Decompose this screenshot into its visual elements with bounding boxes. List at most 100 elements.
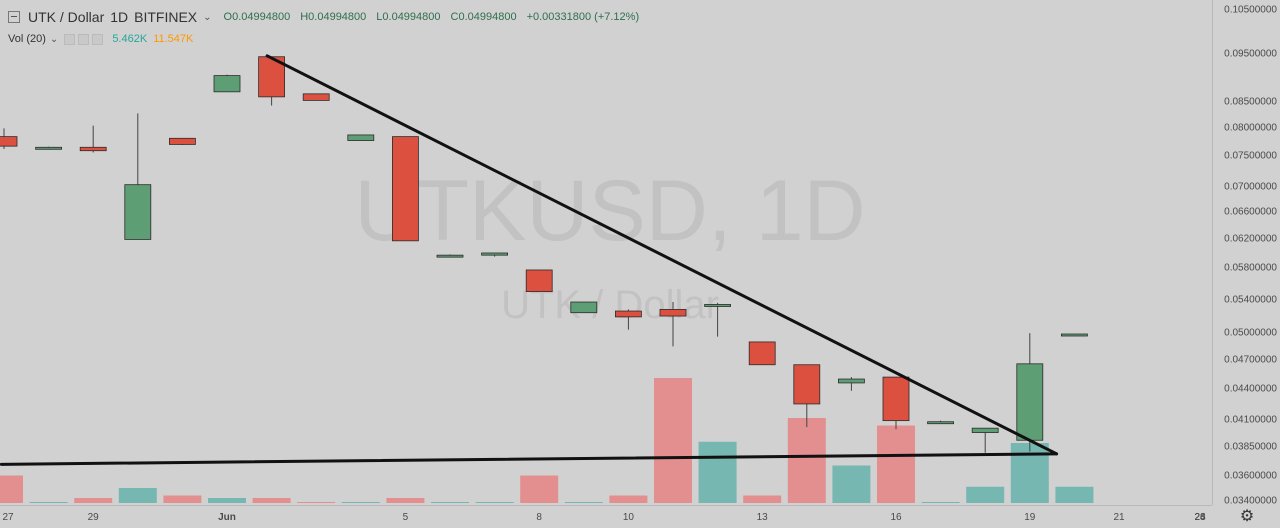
- candle-body: [525, 269, 553, 293]
- candle: [302, 93, 330, 101]
- change-value: +0.00331800 (+7.12%): [526, 11, 640, 23]
- price-tick-label: 0.04700000: [1224, 354, 1277, 366]
- price-axis[interactable]: 0.10500000 0.09500000 0.08500000 0.08000000…: [1212, 0, 1280, 507]
- volume-bar: [163, 495, 202, 503]
- time-tick-label: 10: [622, 512, 634, 523]
- time-tick-label: 26: [1194, 512, 1206, 523]
- candle-body: [570, 301, 598, 314]
- time-tick-label: 8: [536, 512, 542, 523]
- candle: [258, 56, 286, 106]
- volume-bar: [877, 425, 915, 503]
- price-tick-label: 0.04100000: [1224, 414, 1277, 426]
- volume-bar: [297, 502, 336, 503]
- interval-label[interactable]: 1D: [110, 9, 129, 25]
- collapse-icon[interactable]: [8, 11, 20, 23]
- eye-icon[interactable]: [64, 33, 76, 45]
- volume-bar: [252, 498, 291, 503]
- price-tick-label: 0.09500000: [1224, 48, 1277, 59]
- volume-bar: [921, 502, 960, 503]
- volume-bar: [74, 498, 113, 503]
- candle-body: [971, 427, 999, 433]
- time-tick-label: 28: [1194, 512, 1206, 523]
- price-tick-label: 0.05000000: [1224, 327, 1277, 339]
- candle-body: [615, 310, 642, 318]
- volume-value: 5.462K: [112, 33, 148, 45]
- candle-body: [213, 75, 241, 93]
- plot-area[interactable]: UTKUSD, 1D UTK / Dollar: [0, 0, 1212, 505]
- time-axis[interactable]: 27 29 Jun 5 8 10 13 16 19 21 24 26 28: [0, 505, 1212, 528]
- volume-bar: [787, 418, 826, 503]
- exchange-label[interactable]: BITFINEX: [134, 9, 198, 25]
- symbol-label[interactable]: UTK / Dollar: [28, 9, 105, 25]
- candle-body: [79, 146, 107, 152]
- candle-layer: [0, 56, 1088, 453]
- watermark: UTKUSD, 1D UTK / Dollar: [354, 163, 865, 327]
- volume-bar: [1055, 486, 1094, 503]
- candle-body: [748, 341, 776, 366]
- price-tick-label: 0.07500000: [1224, 150, 1277, 162]
- price-tick-label: 0.08500000: [1224, 96, 1277, 108]
- candle-body: [391, 136, 419, 242]
- volume-bar: [118, 488, 157, 503]
- chevron-down-icon[interactable]: ⌄: [49, 33, 59, 45]
- volume-bar: [832, 465, 871, 503]
- chart-legend: UTK / Dollar 1D BITFINEX ⌄ O0.04994800 H…: [8, 8, 649, 48]
- trendline-descending-resistance[interactable]: [265, 54, 1059, 456]
- volume-row: Vol (20) ⌄ 5.462K 11.547K: [8, 30, 649, 48]
- candle: [927, 420, 954, 425]
- candle: [659, 302, 687, 347]
- candle-body: [0, 136, 18, 147]
- candle: [615, 309, 642, 330]
- candle: [79, 125, 107, 153]
- trendline-layer: [0, 54, 1059, 466]
- candle: [391, 136, 419, 242]
- candle-body: [347, 134, 375, 141]
- volume-bar: [654, 378, 692, 503]
- candle: [481, 252, 509, 257]
- candle-body: [704, 304, 731, 307]
- time-tick-label: 21: [1113, 512, 1125, 523]
- candle: [704, 302, 731, 337]
- ohlc-row: UTK / Dollar 1D BITFINEX ⌄ O0.04994800 H…: [8, 8, 649, 26]
- volume-bar: [431, 502, 469, 503]
- candle-body: [882, 376, 910, 422]
- chevron-down-icon[interactable]: ⌄: [203, 11, 212, 23]
- time-tick-label: 24: [1194, 512, 1206, 523]
- volume-bar: [743, 495, 782, 503]
- volume-bar: [966, 486, 1005, 503]
- settings-button[interactable]: ⚙: [1232, 505, 1262, 527]
- price-tick-label: 0.06200000: [1224, 233, 1277, 245]
- high-value: H0.04994800: [300, 11, 367, 23]
- volume-bar: [564, 502, 603, 503]
- settings-icon[interactable]: [78, 33, 90, 45]
- candle: [525, 269, 553, 293]
- volume-layer: [0, 378, 1094, 503]
- candle: [0, 128, 18, 149]
- candle: [35, 146, 62, 150]
- time-tick-label: 13: [756, 512, 768, 523]
- volume-bar: [609, 495, 648, 503]
- candle: [793, 364, 821, 428]
- close-icon[interactable]: [92, 33, 104, 45]
- volume-bar: [475, 502, 514, 503]
- price-tick-label: 0.06600000: [1224, 206, 1277, 218]
- volume-indicator-label[interactable]: Vol (20): [8, 33, 46, 45]
- time-tick-label: 5: [402, 512, 409, 523]
- price-tick-label: 0.03850000: [1224, 441, 1277, 453]
- candle: [168, 137, 196, 146]
- time-tick-label: 27: [2, 512, 14, 523]
- volume-ma-value: 11.547K: [153, 33, 194, 45]
- time-tick-label: 16: [890, 512, 902, 523]
- volume-bar: [208, 498, 246, 503]
- volume-bar: [0, 475, 23, 503]
- candle: [748, 341, 776, 366]
- candle-body: [659, 308, 687, 317]
- candle-body: [1061, 333, 1088, 337]
- price-tick-label: 0.10500000: [1224, 4, 1277, 16]
- price-tick-label: 0.03400000: [1224, 495, 1277, 507]
- candle-body: [793, 364, 821, 405]
- trendline-horizontal-support[interactable]: [0, 452, 1059, 466]
- candle-body: [1016, 363, 1044, 441]
- price-tick-label: 0.03600000: [1224, 470, 1277, 482]
